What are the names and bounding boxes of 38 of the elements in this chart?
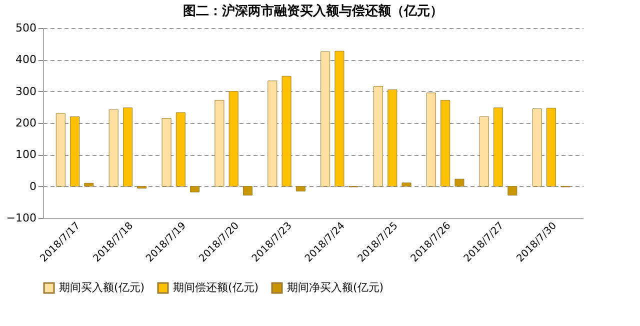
- y-tick-label: 400: [16, 53, 36, 66]
- bar: [494, 108, 504, 187]
- bar: [402, 182, 412, 187]
- y-tick-label: 300: [16, 84, 36, 98]
- bar: [454, 178, 464, 187]
- bar: [508, 186, 518, 196]
- y-tick-label: −100: [6, 212, 36, 224]
- y-tick-label: 500: [16, 22, 36, 34]
- bar: [334, 50, 344, 187]
- y-tick-label: 200: [16, 116, 36, 130]
- y-tick-label: 0: [30, 180, 36, 193]
- y-tick-label: 100: [16, 148, 36, 162]
- bar: [268, 80, 278, 187]
- bar: [122, 108, 132, 187]
- bar: [84, 182, 94, 187]
- bar: [70, 116, 80, 187]
- bar: [176, 112, 186, 187]
- bar: [426, 92, 436, 187]
- legend-label: 期间买入额(亿元): [59, 281, 145, 294]
- bar: [56, 113, 66, 187]
- bar: [190, 186, 200, 192]
- bar: [388, 90, 398, 187]
- bar: [296, 186, 306, 192]
- bar: [479, 116, 489, 187]
- bar: [374, 86, 384, 187]
- bar: [228, 91, 238, 187]
- chart-title: 图二：沪深两市融资买入额与偿还额（亿元）: [183, 3, 443, 19]
- bar: [546, 108, 556, 187]
- bar: [108, 109, 118, 187]
- legend-label: 期间偿还额(亿元): [173, 281, 259, 294]
- bar: [282, 76, 292, 187]
- bar: [162, 118, 172, 187]
- bar: [214, 100, 224, 187]
- legend-label: 期间净买入额(亿元): [287, 281, 384, 294]
- bar: [320, 52, 330, 187]
- bar: [242, 186, 252, 196]
- bar: [532, 108, 542, 187]
- bar: [440, 100, 450, 187]
